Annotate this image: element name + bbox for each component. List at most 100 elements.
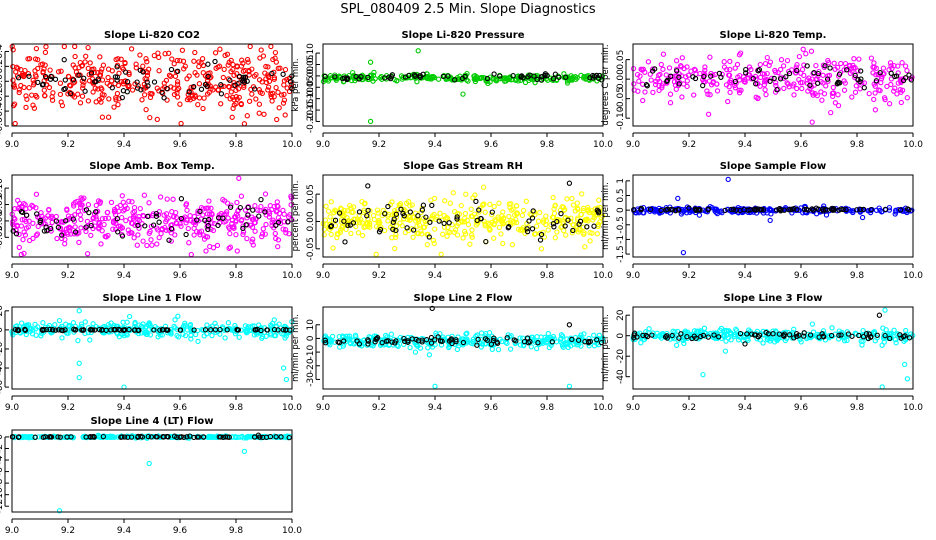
data-point xyxy=(646,60,650,64)
data-point xyxy=(393,246,397,250)
y-tick-label: 0.00 xyxy=(616,69,626,89)
data-point xyxy=(120,194,124,198)
data-point xyxy=(86,203,90,207)
data-point xyxy=(830,326,834,330)
x-tick-label: 9.8 xyxy=(540,403,555,413)
diagnostics-figure: Slope Li-820 CO2Licor ppm per min.9.09.2… xyxy=(0,0,936,540)
data-point xyxy=(237,176,241,180)
data-point xyxy=(184,232,188,236)
y-tick-label: 0 xyxy=(616,207,626,213)
data-point xyxy=(173,74,177,78)
data-point xyxy=(147,201,151,205)
data-point xyxy=(692,93,696,97)
data-point xyxy=(250,92,254,96)
data-point xyxy=(651,90,655,94)
data-point xyxy=(79,217,83,221)
data-point xyxy=(262,112,266,116)
data-point xyxy=(138,53,142,57)
y-tick-label: 0 xyxy=(0,327,5,333)
x-tick-label: 10.0 xyxy=(593,403,613,413)
data-point xyxy=(231,63,235,67)
data-point xyxy=(140,98,144,102)
data-point xyxy=(461,236,465,240)
data-point xyxy=(21,238,25,242)
data-point xyxy=(50,220,54,224)
data-point xyxy=(248,44,252,48)
y-tick-label: -1.5 xyxy=(616,245,626,263)
data-point xyxy=(193,50,197,54)
data-point xyxy=(726,177,730,181)
data-point xyxy=(324,204,328,208)
data-point xyxy=(60,336,64,340)
data-point xyxy=(152,54,156,58)
data-point xyxy=(176,314,180,318)
data-point xyxy=(374,252,378,256)
data-point xyxy=(197,96,201,100)
plot-frame xyxy=(633,175,913,257)
data-point xyxy=(207,199,211,203)
data-point xyxy=(570,196,574,200)
data-point xyxy=(91,90,95,94)
data-point xyxy=(433,227,437,231)
data-point xyxy=(179,197,183,201)
data-point xyxy=(89,233,93,237)
x-tick-label: 10.0 xyxy=(903,271,923,281)
data-point xyxy=(131,88,135,92)
data-point xyxy=(488,202,492,206)
y-axis-label: ml/min per min. xyxy=(291,314,301,382)
data-point xyxy=(782,86,786,90)
x-tick-label: 9.4 xyxy=(117,403,132,413)
panel-2: Slope Li-820 PressurekPa per min.9.0 9.2 9… xyxy=(291,30,613,150)
data-point xyxy=(892,328,896,332)
data-point xyxy=(328,215,332,219)
data-point xyxy=(900,61,904,65)
data-point xyxy=(681,251,685,255)
data-point xyxy=(194,332,198,336)
x-tick-label: 9.6 xyxy=(173,403,188,413)
y-axis-label: percent per min. xyxy=(291,181,301,252)
data-point xyxy=(213,59,217,63)
series-color xyxy=(321,49,604,124)
data-point xyxy=(675,59,679,63)
data-point xyxy=(490,210,494,214)
data-point xyxy=(83,89,87,93)
data-point xyxy=(159,195,163,199)
panel-10: Slope Line 4 (LT) Flowml/min per min.9.0… xyxy=(0,416,302,536)
data-point xyxy=(77,240,81,244)
x-tick-label: 9.0 xyxy=(316,271,331,281)
data-point xyxy=(685,84,689,88)
data-point xyxy=(661,67,665,71)
y-axis-label: ml/min per min. xyxy=(601,314,611,382)
x-tick-label: 9.8 xyxy=(229,403,244,413)
data-point xyxy=(101,63,105,67)
data-point xyxy=(201,57,205,61)
data-point xyxy=(470,228,474,232)
data-point xyxy=(102,223,106,227)
data-point xyxy=(43,50,47,54)
data-point xyxy=(62,58,66,62)
data-point xyxy=(120,216,124,220)
data-point xyxy=(73,54,77,58)
data-point xyxy=(88,61,92,65)
data-point xyxy=(149,238,153,242)
data-point xyxy=(674,87,678,91)
data-point xyxy=(833,101,837,105)
x-tick-label: 10.0 xyxy=(903,140,923,150)
data-point xyxy=(675,343,679,347)
data-point xyxy=(77,376,81,380)
data-point xyxy=(259,205,263,209)
data-point xyxy=(261,227,265,231)
data-point xyxy=(764,93,768,97)
data-point xyxy=(641,98,645,102)
data-point xyxy=(34,192,38,196)
y-tick-label: 1 xyxy=(616,178,626,184)
data-point xyxy=(135,243,139,247)
data-point xyxy=(801,68,805,72)
x-tick-label: 10.0 xyxy=(282,271,302,281)
data-point xyxy=(84,54,88,58)
data-point xyxy=(19,224,23,228)
x-tick-label: 9.4 xyxy=(428,140,443,150)
panel-title: Slope Line 4 (LT) Flow xyxy=(90,416,213,427)
data-point xyxy=(245,114,249,118)
data-point xyxy=(779,58,783,62)
